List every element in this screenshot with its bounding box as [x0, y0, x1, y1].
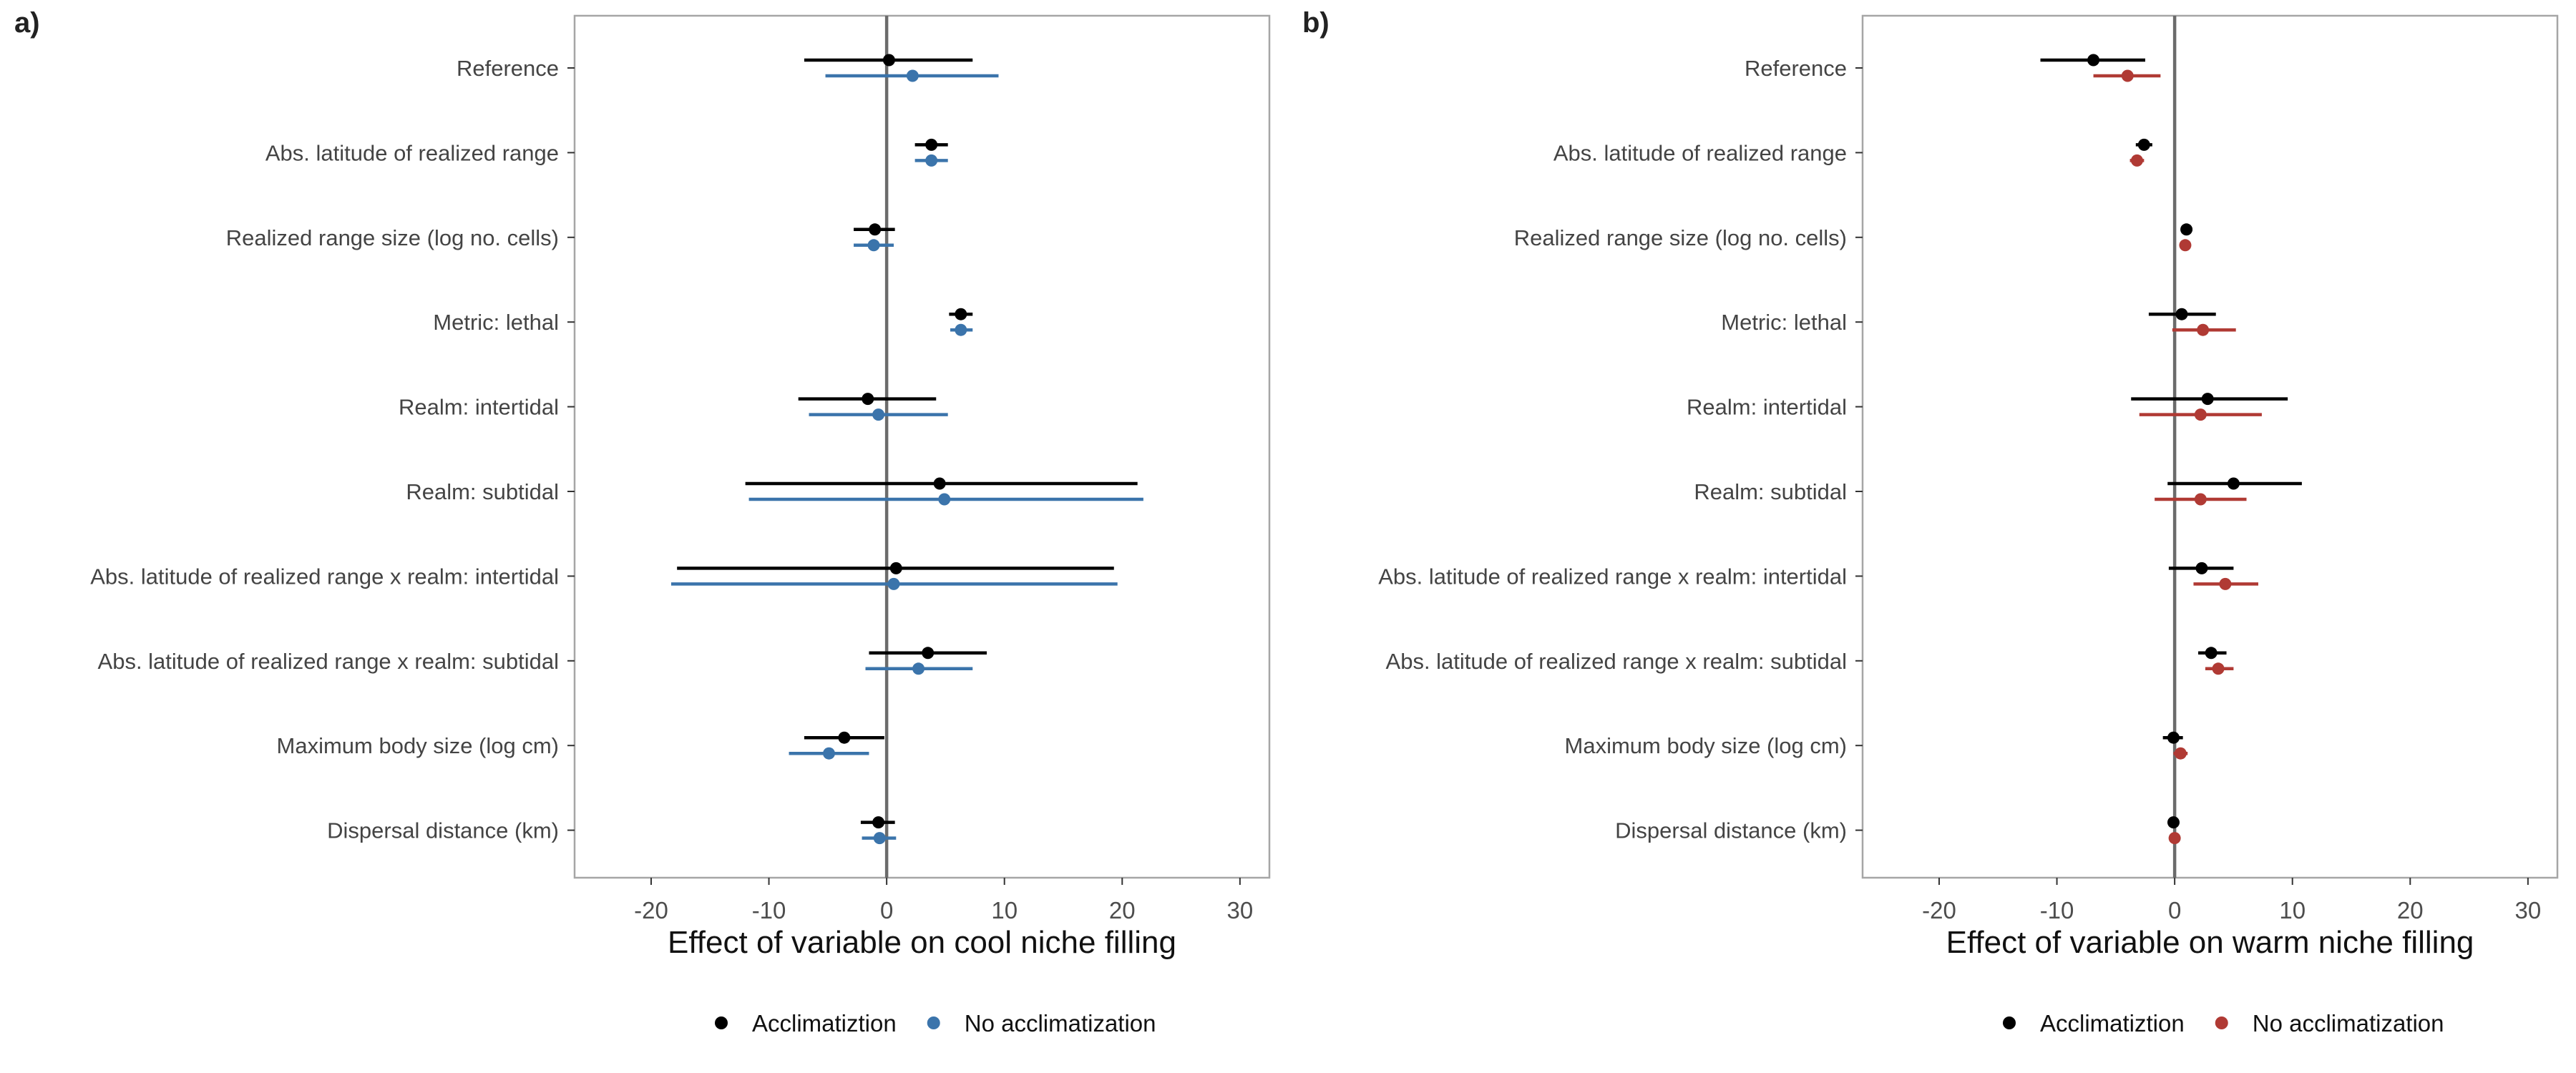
x-tick-label: 30	[1226, 897, 1253, 923]
estimate-point	[925, 139, 937, 151]
legend-entry: No acclimatization	[965, 1010, 1156, 1037]
category-label: Realm: intertidal	[399, 395, 559, 420]
estimate-point	[2195, 494, 2207, 506]
category-label: Realm: subtidal	[406, 479, 559, 504]
estimate-point	[868, 239, 880, 251]
series-1	[677, 54, 1137, 829]
estimate-point	[2131, 155, 2143, 167]
estimate-point	[922, 647, 934, 659]
estimate-point	[2138, 139, 2150, 151]
x-tick-label: 30	[2514, 897, 2541, 923]
x-tick-label: 10	[2279, 897, 2306, 923]
x-tick-label: 20	[2397, 897, 2424, 923]
estimate-point	[838, 732, 850, 744]
x-tick-label: 20	[1109, 897, 1136, 923]
category-label: Abs. latitude of realized range x realm:…	[1378, 564, 1847, 589]
estimate-point	[2212, 662, 2225, 675]
estimate-point	[872, 408, 884, 421]
x-tick-label: 0	[2168, 897, 2181, 923]
legend-marker	[2215, 1016, 2228, 1029]
estimate-point	[907, 70, 919, 82]
category-label: Realized range size (log no. cells)	[226, 225, 559, 250]
legend-marker	[715, 1016, 728, 1029]
series-1	[2041, 54, 2302, 829]
estimate-point	[2197, 324, 2209, 336]
estimate-point	[2167, 816, 2180, 828]
estimate-point	[869, 223, 881, 235]
estimate-point	[2180, 223, 2192, 235]
category-label: Reference	[1745, 56, 1847, 81]
estimate-point	[2175, 748, 2187, 760]
x-axis-title: Effect of variable on cool niche filling	[668, 925, 1176, 960]
estimate-point	[2179, 239, 2191, 251]
estimate-point	[2228, 478, 2240, 490]
x-axis-title: Effect of variable on warm niche filling	[1946, 925, 2474, 960]
plot-frame	[1863, 16, 2557, 878]
x-tick-label: -20	[634, 897, 668, 923]
legend: Acclimatiztion No acclimatization	[715, 1010, 1156, 1037]
series-2	[2094, 70, 2262, 845]
category-label: Maximum body size (log cm)	[277, 733, 559, 758]
legend-entry: No acclimatization	[2253, 1010, 2444, 1037]
category-label: Abs. latitude of realized range x realm:…	[90, 564, 559, 589]
estimate-point	[888, 578, 900, 590]
series-2	[671, 70, 1143, 845]
estimate-point	[883, 54, 895, 67]
category-label: Dispersal distance (km)	[327, 818, 559, 843]
estimate-point	[938, 494, 950, 506]
x-tick-label: 0	[880, 897, 893, 923]
panel-b-warm-niche: b) Reference Abs. latitude of realized ran…	[1302, 7, 2557, 1037]
estimate-point	[912, 662, 924, 675]
panel-a-cool-niche: a) Reference Abs. latitude of realized ran…	[14, 7, 1269, 1037]
legend-entry: Acclimatiztion	[2040, 1010, 2185, 1037]
estimate-point	[2122, 70, 2134, 82]
category-label: Abs. latitude of realized range	[265, 140, 559, 165]
x-tick-label: -10	[752, 897, 786, 923]
estimate-point	[2167, 732, 2180, 744]
estimate-point	[890, 562, 902, 574]
estimate-point	[925, 155, 937, 167]
estimate-point	[2195, 408, 2207, 421]
category-label: Abs. latitude of realized range x realm:…	[1386, 649, 1847, 674]
legend: Acclimatiztion No acclimatization	[2003, 1010, 2444, 1037]
estimate-point	[955, 324, 967, 336]
estimate-point	[874, 832, 886, 844]
category-label: Realized range size (log no. cells)	[1514, 225, 1847, 250]
legend-marker	[927, 1016, 940, 1029]
category-label: Metric: lethal	[433, 310, 559, 335]
estimate-point	[2176, 308, 2188, 320]
estimate-point	[2205, 647, 2218, 659]
x-tick-label: -10	[2040, 897, 2074, 923]
category-label: Metric: lethal	[1721, 310, 1847, 335]
x-tick-label: -20	[1922, 897, 1956, 923]
estimate-point	[2169, 832, 2181, 844]
category-label: Realm: intertidal	[1687, 395, 1847, 420]
legend-marker	[2003, 1016, 2016, 1029]
category-label: Realm: subtidal	[1694, 479, 1847, 504]
category-label: Dispersal distance (km)	[1615, 818, 1847, 843]
category-label: Abs. latitude of realized range x realm:…	[98, 649, 559, 674]
estimate-point	[2087, 54, 2099, 67]
panel-label: b)	[1302, 7, 1330, 39]
estimate-point	[2202, 393, 2214, 405]
category-label: Maximum body size (log cm)	[1565, 733, 1847, 758]
estimate-point	[934, 478, 946, 490]
category-label: Abs. latitude of realized range	[1553, 140, 1847, 165]
estimate-point	[2219, 578, 2231, 590]
category-label: Reference	[457, 56, 559, 81]
panel-label: a)	[14, 7, 40, 39]
estimate-point	[2195, 562, 2207, 574]
x-tick-label: 10	[991, 897, 1018, 923]
legend-entry: Acclimatiztion	[752, 1010, 897, 1037]
estimate-point	[823, 748, 835, 760]
estimate-point	[862, 393, 874, 405]
estimate-point	[955, 308, 967, 320]
estimate-point	[872, 816, 884, 828]
